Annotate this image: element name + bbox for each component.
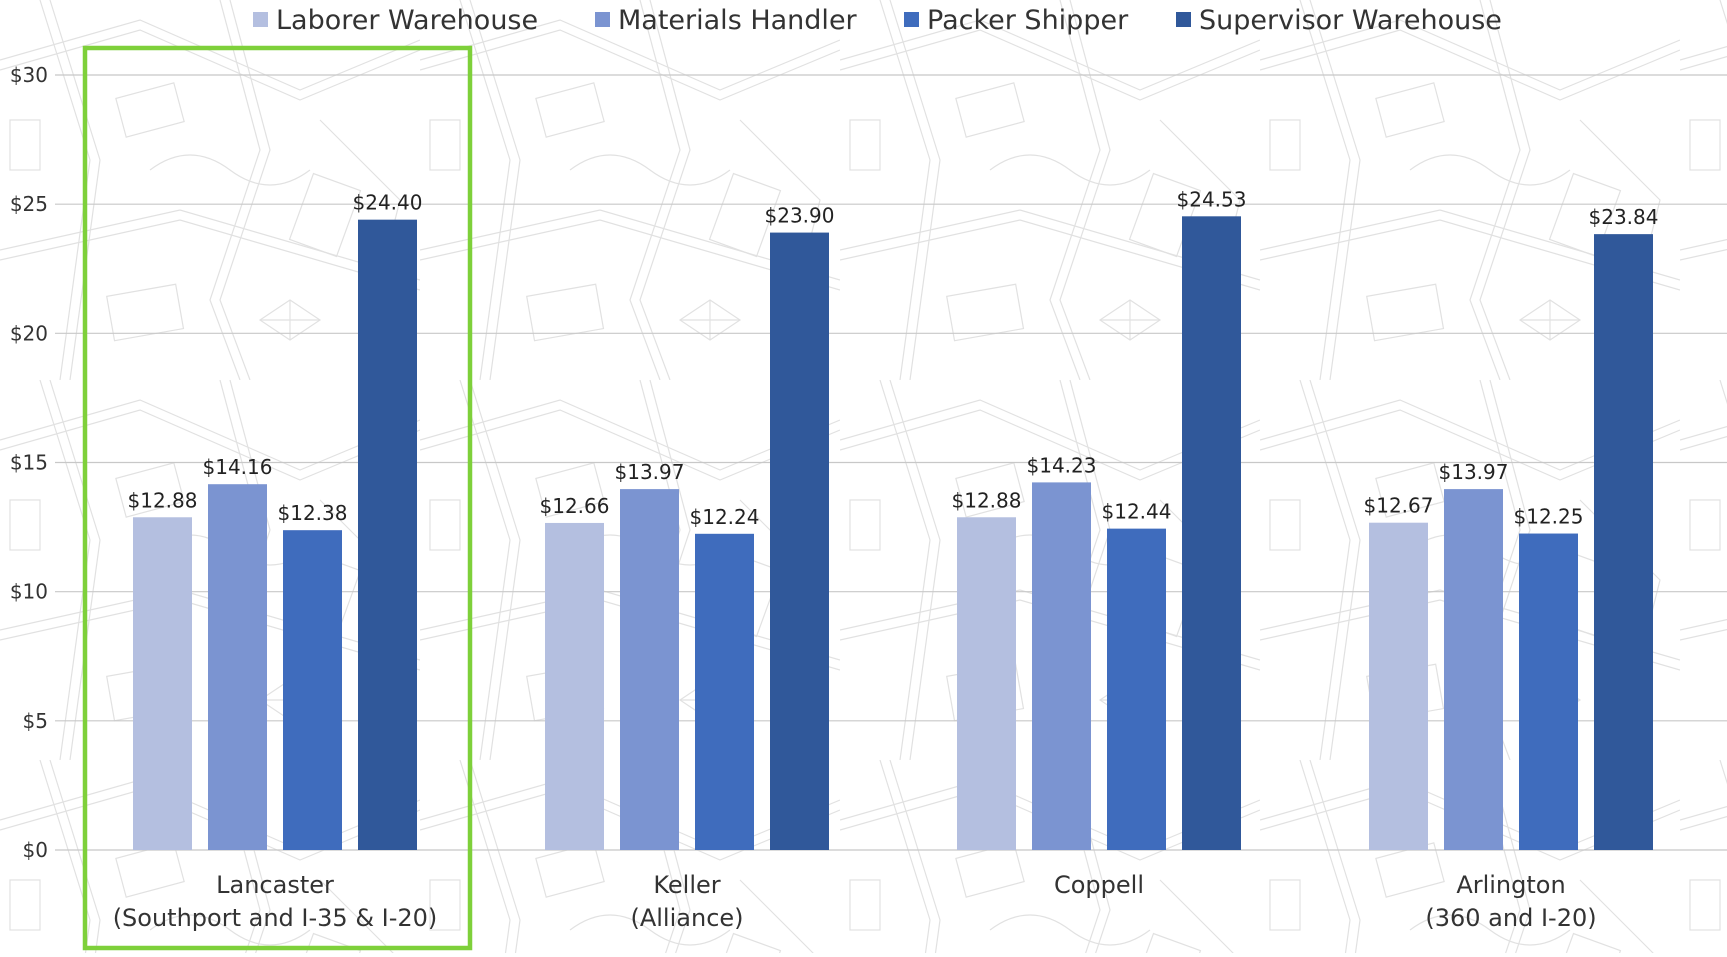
bar: [1182, 216, 1241, 850]
legend-swatch: [595, 12, 610, 27]
y-tick-label: $20: [10, 321, 48, 345]
bar: [545, 522, 604, 850]
highlight-box: [82, 45, 473, 951]
y-tick-label: $10: [10, 580, 48, 604]
data-label: $12.88: [128, 488, 198, 512]
data-label: $12.25: [1514, 505, 1584, 529]
bar: [770, 232, 829, 851]
data-label: $24.40: [353, 191, 423, 215]
bar: [957, 517, 1016, 850]
data-label: $12.44: [1102, 500, 1172, 524]
bar: [620, 489, 679, 850]
data-labels: $12.88$14.16$12.38$24.40$12.66$13.97$12.…: [128, 187, 1659, 528]
data-label: $13.97: [1439, 460, 1509, 484]
legend-label: Packer Shipper: [927, 5, 1129, 36]
data-label: $12.24: [690, 505, 760, 529]
bar: [1444, 489, 1503, 850]
legend-swatch: [1176, 12, 1191, 27]
bar: [358, 219, 417, 850]
data-label: $23.84: [1589, 205, 1659, 229]
data-label: $13.97: [615, 460, 685, 484]
data-label: $14.16: [203, 455, 273, 479]
y-tick-label: $5: [23, 709, 48, 733]
legend: Laborer Warehouse Materials Handler Packer…: [253, 5, 1502, 36]
bar: [1519, 533, 1578, 850]
data-label: $23.90: [765, 204, 835, 228]
bar: [208, 484, 267, 850]
data-label: $24.53: [1177, 187, 1247, 211]
y-tick-label: $30: [10, 63, 48, 87]
y-axis: $0 $5 $10 $15 $20 $25 $30: [10, 63, 48, 862]
bar: [1594, 234, 1653, 851]
highlight-rectangle: [82, 45, 473, 951]
legend-swatch: [904, 12, 919, 27]
legend-label: Supervisor Warehouse: [1199, 5, 1502, 36]
data-label: $14.23: [1027, 453, 1097, 477]
legend-label: Materials Handler: [618, 5, 858, 36]
bar: [1032, 482, 1091, 850]
y-tick-label: $25: [10, 192, 48, 216]
bar: [1369, 522, 1428, 850]
data-label: $12.88: [952, 488, 1022, 512]
bars: [133, 216, 1653, 851]
category-label: Keller (Alliance): [630, 871, 743, 932]
data-label: $12.66: [540, 494, 610, 518]
x-axis-categories: Lancaster (Southport and I-35 & I-20) Kell…: [113, 871, 1597, 932]
bar: [1107, 528, 1166, 850]
data-label: $12.67: [1364, 494, 1434, 518]
y-tick-label: $0: [23, 838, 48, 862]
bar: [133, 517, 192, 850]
legend-label: Laborer Warehouse: [276, 5, 538, 36]
category-label: Arlington (360 and I-20): [1425, 871, 1596, 932]
bar: [695, 533, 754, 850]
y-tick-label: $15: [10, 451, 48, 475]
legend-swatch: [253, 12, 268, 27]
bar: [283, 530, 342, 850]
category-label: Coppell: [1054, 871, 1144, 899]
category-label: Lancaster (Southport and I-35 & I-20): [113, 871, 438, 932]
data-label: $12.38: [278, 501, 348, 525]
